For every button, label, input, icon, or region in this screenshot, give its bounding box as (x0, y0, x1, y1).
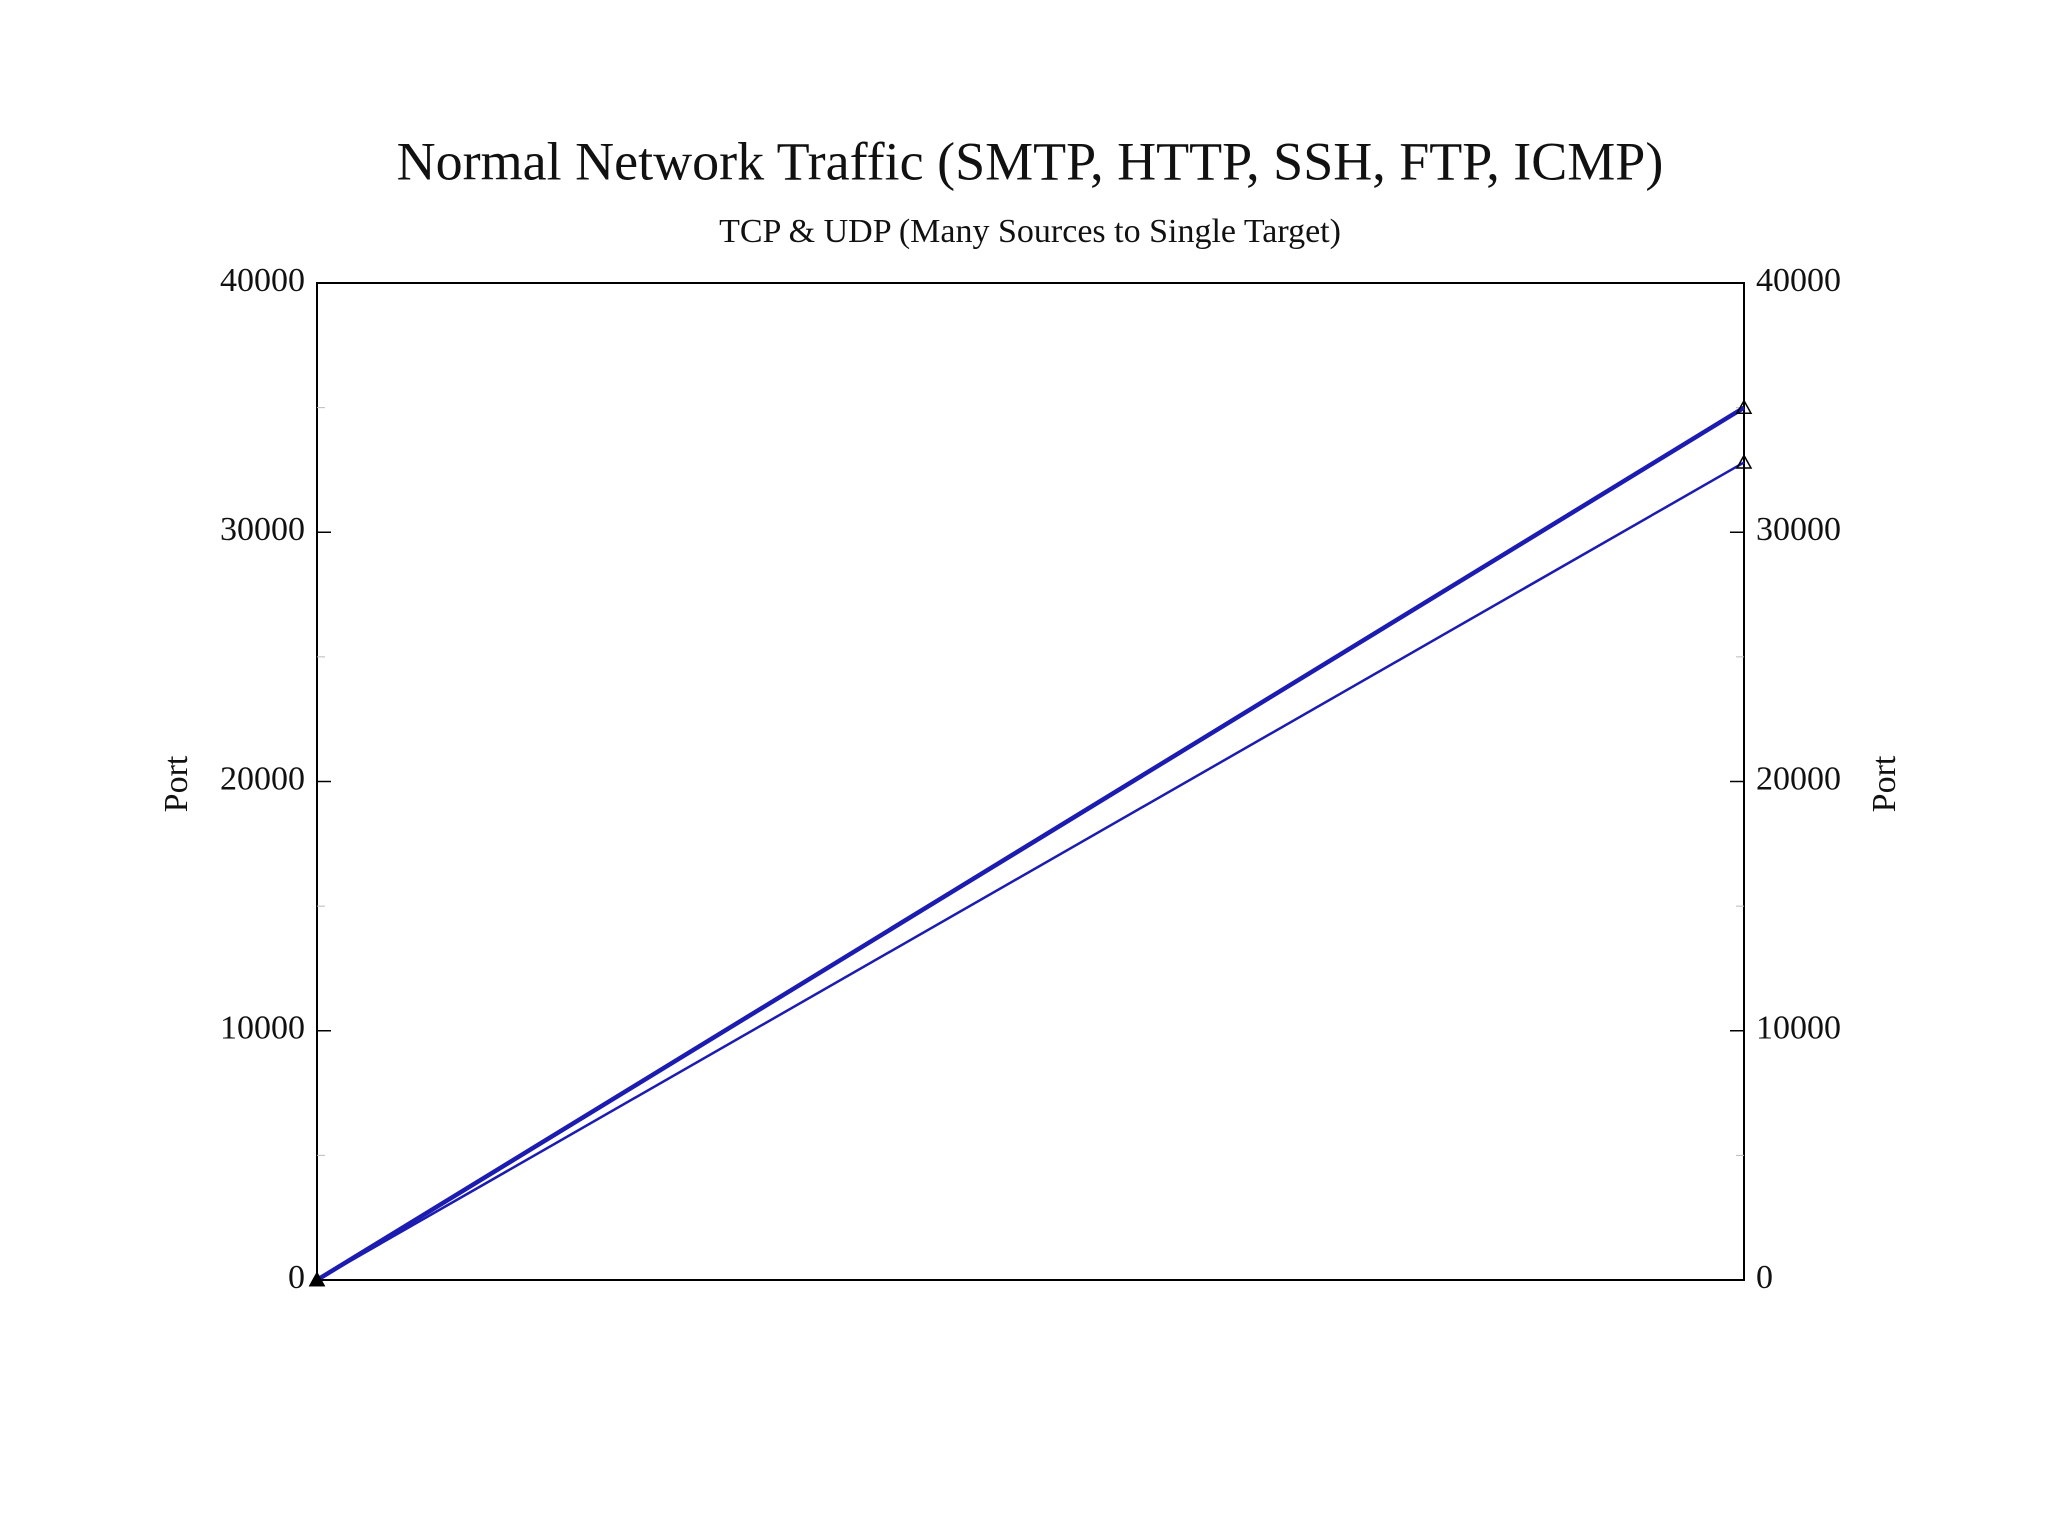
point-marker (1735, 453, 1753, 469)
point-marker (308, 1271, 326, 1287)
y2-tick-label: 10000 (1756, 1010, 1841, 1047)
y2-axis-label: Port (1866, 755, 1903, 812)
y2-tick-label: 0 (1756, 1259, 1773, 1296)
y-tick-label: 20000 (220, 760, 305, 797)
point-marker (1735, 399, 1753, 414)
y2-tick-label: 20000 (1756, 760, 1841, 797)
y-tick-label: 0 (288, 1259, 305, 1296)
series-line (316, 461, 1745, 1282)
y2-tick-label: 30000 (1756, 511, 1841, 548)
y-tick-label: 40000 (220, 262, 305, 299)
series-line (315, 405, 1746, 1282)
y-tick-label: 30000 (220, 511, 305, 548)
y-tick-label: 10000 (220, 1010, 305, 1047)
y2-tick-label: 40000 (1756, 262, 1841, 299)
y-axis-label: Port (158, 755, 195, 812)
chart-title: Normal Network Traffic (SMTP, HTTP, SSH,… (397, 131, 1664, 191)
chart-subtitle: TCP & UDP (Many Sources to Single Target… (719, 213, 1341, 250)
